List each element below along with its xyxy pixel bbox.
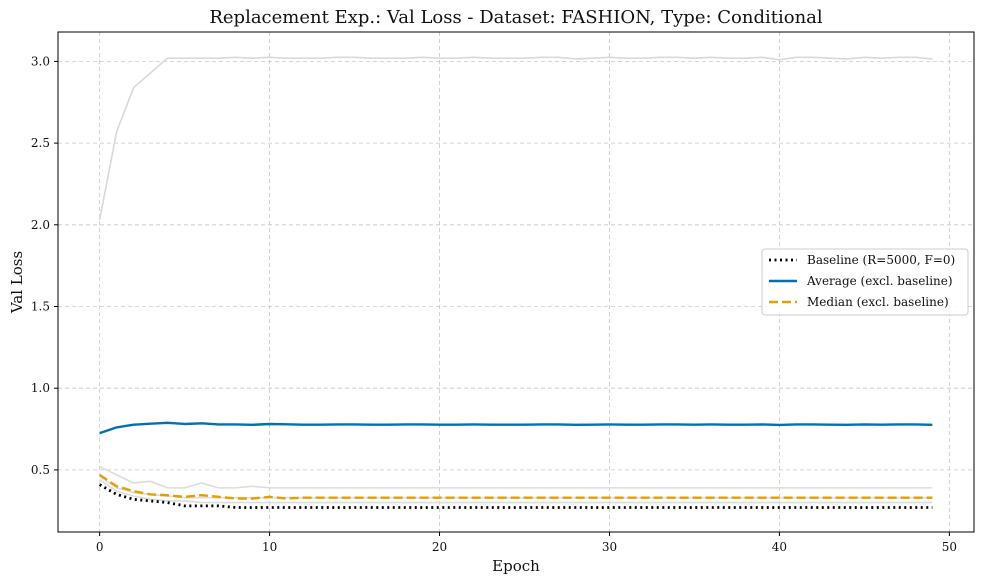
x-axis-label: Epoch bbox=[492, 557, 540, 575]
y-tick-label: 2.0 bbox=[31, 218, 50, 232]
legend-box bbox=[761, 248, 969, 316]
run-line-0 bbox=[98, 56, 933, 221]
plot-frame bbox=[57, 31, 975, 533]
y-tick-label: 1.5 bbox=[31, 300, 50, 314]
legend-label: Average (excl. baseline) bbox=[806, 274, 953, 288]
x-tick-label: 40 bbox=[772, 540, 787, 554]
y-tick-label: 3.0 bbox=[31, 54, 50, 68]
y-tick-label: 0.5 bbox=[31, 463, 50, 477]
x-tick-label: 10 bbox=[262, 540, 277, 554]
x-tick-label: 20 bbox=[432, 540, 447, 554]
run-line-1 bbox=[99, 465, 933, 489]
legend: Baseline (R=5000, F=0) Average (excl. bas… bbox=[761, 248, 969, 316]
y-tick-label: 2.5 bbox=[31, 136, 50, 150]
series-line-6 bbox=[98, 473, 933, 500]
legend-label: Baseline (R=5000, F=0) bbox=[807, 253, 955, 267]
x-tick-label: 0 bbox=[96, 540, 104, 554]
axis-ticks: 0 10 20 30 40 50 0.5 1.0 1.5 2.0 2.5 3.0 bbox=[31, 54, 957, 554]
y-axis-label: Val Loss bbox=[8, 251, 26, 314]
x-tick-label: 50 bbox=[942, 540, 957, 554]
y-tick-label: 1.0 bbox=[31, 381, 50, 395]
series-line-5 bbox=[99, 421, 933, 435]
chart-title: Replacement Exp.: Val Loss - Dataset: FA… bbox=[209, 7, 823, 28]
run-line-3 bbox=[99, 479, 933, 504]
x-tick-label: 30 bbox=[602, 540, 617, 554]
series-lines bbox=[98, 56, 933, 509]
legend-label: Median (excl. baseline) bbox=[807, 295, 949, 309]
grid bbox=[58, 32, 974, 532]
